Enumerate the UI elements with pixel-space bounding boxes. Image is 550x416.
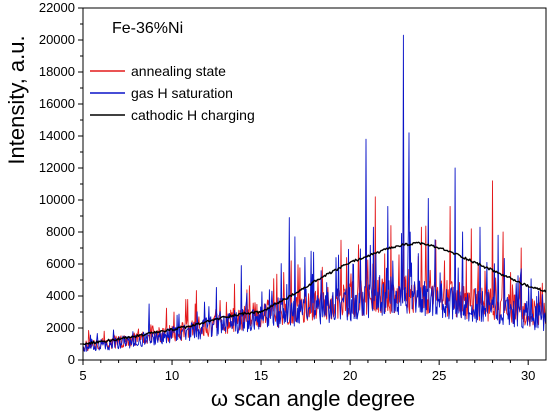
x-axis-title: ω scan angle degree [211,386,415,411]
y-tick-label: 18000 [39,64,75,79]
y-tick-label: 2000 [46,320,75,335]
y-tick-label: 10000 [39,192,75,207]
series-layer [82,34,547,352]
y-tick-label: 4000 [46,288,75,303]
y-tick-label: 8000 [46,224,75,239]
y-axis-title: Intensity, a.u. [4,35,29,164]
y-tick-label: 16000 [39,96,75,111]
x-tick-label: 5 [79,368,86,383]
y-tick-label: 22000 [39,0,75,15]
legend-label-gas-h-saturation: gas H saturation [131,85,233,101]
y-tick-label: 6000 [46,256,75,271]
x-tick-label: 30 [521,368,535,383]
series-line-gas-h-saturation [82,34,546,352]
legend-label-cathodic-h-charging: cathodic H charging [131,107,255,123]
y-tick-label: 14000 [39,128,75,143]
chart-annotation: Fe-36%Ni [112,20,183,37]
axis-layer: 5 10 15 20 25 30 0 2000 4000 6000 8000 10000 12000 14… [39,0,536,383]
y-tick-label: 12000 [39,160,75,175]
series-line-cathodic-h-charging [82,241,547,346]
legend: annealing state gas H saturation cathodi… [90,63,255,123]
y-tick-label: 20000 [39,32,75,47]
x-tick-label: 25 [432,368,446,383]
x-tick-label: 15 [254,368,268,383]
y-tick-label: 0 [68,352,75,367]
legend-label-annealing-state: annealing state [131,63,226,79]
x-tick-label: 20 [343,368,357,383]
x-tick-label: 10 [165,368,179,383]
